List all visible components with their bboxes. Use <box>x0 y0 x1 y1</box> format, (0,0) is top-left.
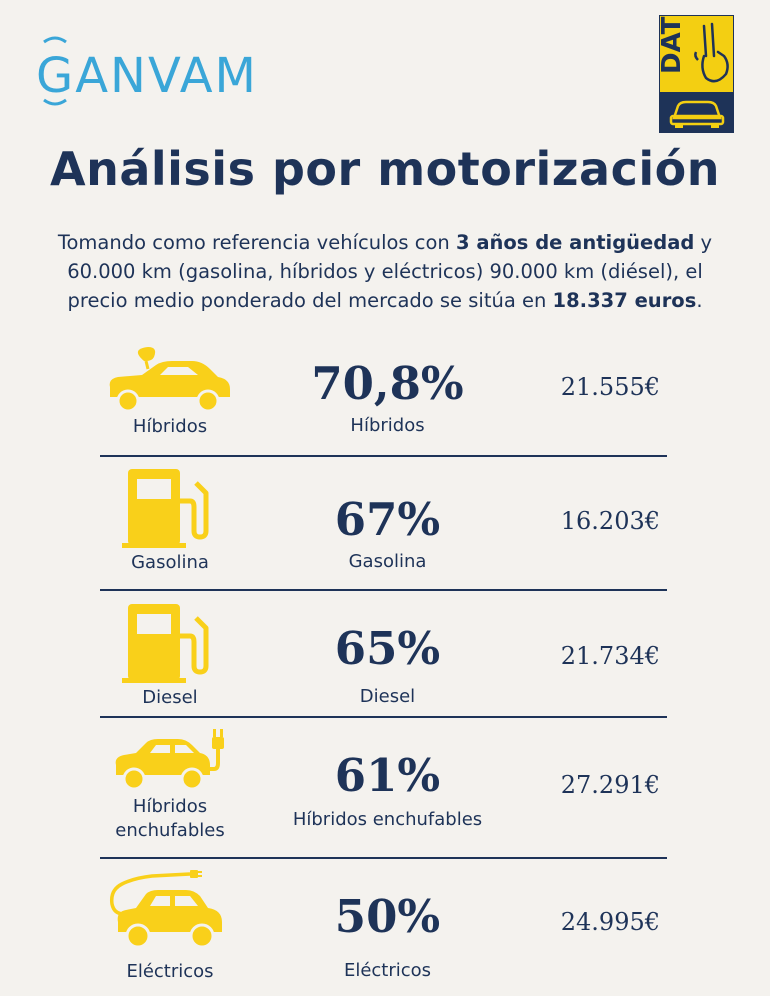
row-divider <box>100 455 667 457</box>
ganvam-ring-icon <box>43 36 67 106</box>
page-title: Análisis por motorización <box>50 142 720 196</box>
percent-label: Diesel <box>359 686 416 707</box>
percent-value: 70,8% <box>311 357 464 410</box>
intro-text: Tomando como referencia vehículos con 3 … <box>55 228 715 315</box>
price-value: 16.203€ <box>560 507 660 535</box>
percent-value: 67% <box>334 493 441 546</box>
price-value: 21.734€ <box>560 642 660 670</box>
intro-part-1: Tomando como referencia vehículos con <box>57 231 456 254</box>
dat-car-icon <box>669 100 725 128</box>
electric-car-icon <box>109 870 222 949</box>
dat-car-panel <box>660 92 733 132</box>
percent-value: 61% <box>334 749 441 802</box>
dat-logo: DAT <box>659 15 734 133</box>
intro-bold-age: 3 años de antigüedad <box>456 231 695 254</box>
icon-label: Gasolina <box>131 552 209 573</box>
icon-label: Diesel <box>142 687 198 708</box>
percent-label: Gasolina <box>348 551 427 572</box>
price-value: 27.291€ <box>560 771 660 799</box>
row-divider <box>100 589 667 591</box>
dat-wordmark: DAT <box>660 16 687 74</box>
percent-value: 50% <box>334 890 441 943</box>
icon-label: Híbridos <box>132 416 208 437</box>
hybrid-car-leaf-icon <box>109 347 230 413</box>
row-diesel: Diesel 65% Diesel 21.734€ <box>100 600 667 715</box>
plug-in-car-icon <box>115 729 224 791</box>
row-divider <box>100 857 667 859</box>
intro-part-2: y 60.000 km (gasolina, híbridos y eléctr… <box>67 231 713 312</box>
icon-label: Eléctricos <box>126 961 214 982</box>
intro-part-3: . <box>696 289 703 312</box>
percent-label: Híbridos enchufables <box>292 809 483 830</box>
fuel-pump-icon <box>122 604 209 683</box>
intro-bold-price: 18.337 euros <box>552 289 697 312</box>
dat-hand-icon: DAT <box>660 16 729 83</box>
percent-value: 65% <box>334 622 441 675</box>
ganvam-logo: GANVAM <box>36 36 276 108</box>
row-divider <box>100 716 667 718</box>
icon-label: Híbridos enchufables <box>115 796 225 841</box>
row-gasolina: Gasolina 67% Gasolina 16.203€ <box>100 465 667 585</box>
price-value: 21.555€ <box>560 373 660 401</box>
row-hibridos-enchufables: Híbridos enchufables 61% Híbridos enchuf… <box>100 725 667 850</box>
row-hibridos: Híbridos 70,8% Híbridos 21.555€ <box>100 345 667 450</box>
row-electricos: Eléctricos 50% Eléctricos 24.995€ <box>100 860 667 990</box>
fuel-pump-icon <box>122 469 209 548</box>
price-value: 24.995€ <box>560 908 660 936</box>
ganvam-wordmark: GANVAM <box>36 48 258 104</box>
percent-label: Eléctricos <box>343 960 432 981</box>
percent-label: Híbridos <box>350 415 425 436</box>
